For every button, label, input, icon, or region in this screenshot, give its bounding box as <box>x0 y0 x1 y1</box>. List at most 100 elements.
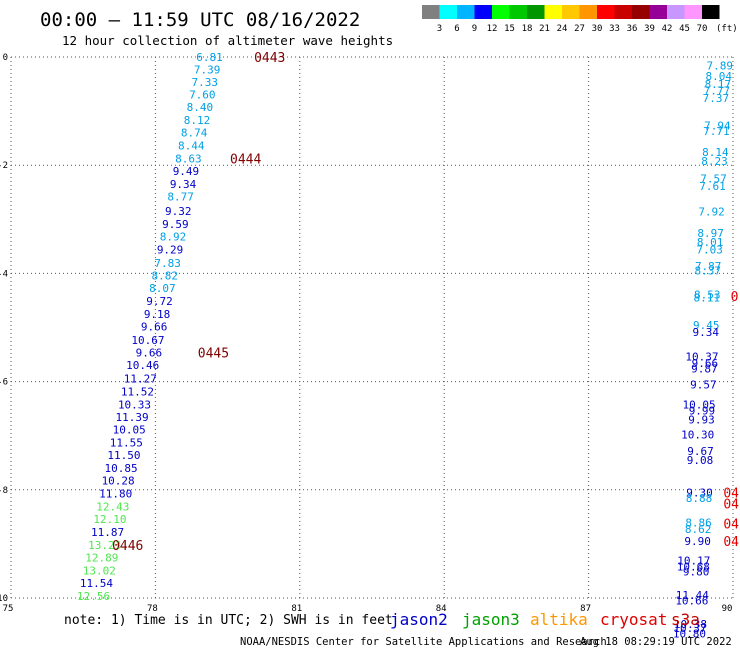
wave-height-value: 9.32 <box>165 205 192 218</box>
wave-height-value: 9.57 <box>690 378 717 391</box>
wave-height-value: 9.08 <box>687 454 714 467</box>
legend-bin-label: 45 <box>679 24 690 34</box>
legend-swatch <box>492 5 510 19</box>
wave-height-value: 10.37 <box>685 351 718 364</box>
y-tick-label: -6 <box>0 378 8 388</box>
wave-height-value: 9.66 <box>136 346 163 359</box>
time-label: 042 <box>723 497 740 512</box>
wave-height-value: 11.44 <box>676 589 709 602</box>
y-tick-label: -10 <box>0 594 8 604</box>
y-tick-label: -2 <box>0 161 8 171</box>
wave-height-value: 8.04 <box>706 70 733 83</box>
wave-height-value: 10.30 <box>681 429 714 442</box>
legend-bin-label: 42 <box>662 24 673 34</box>
wave-height-value: 9.30 <box>686 487 713 500</box>
legend-bin-label: 9 <box>472 24 477 34</box>
axis-ticks: 0 -2 -4 -6 -8 -1075 78 81 84 87 90 <box>0 53 732 614</box>
wave-height-value: 7.71 <box>703 125 730 138</box>
wave-height-value: 8.11 <box>694 292 721 305</box>
wave-height-value: 6.81 <box>196 51 223 64</box>
footer-credit: NOAA/NESDIS Center for Satellite Applica… <box>240 636 607 648</box>
legend-bin-label: 6 <box>454 24 459 34</box>
wave-height-value: 7.33 <box>191 76 218 89</box>
wave-height-value: 10.66 <box>675 595 708 608</box>
time-label: 0420 <box>723 517 740 532</box>
wave-height-value: 7.61 <box>699 180 726 193</box>
color-legend: 3 6 9 12 15 18 21 24 27 30 33 36 39 42 45 70 <box>422 5 720 34</box>
wave-height-value: 8.92 <box>160 231 187 244</box>
wave-height-value: 8.77 <box>167 191 194 204</box>
satellite-name: cryosat <box>600 610 667 629</box>
y-tick-label: 0 <box>3 53 8 63</box>
wave-height-value: 12.43 <box>96 501 129 514</box>
legend-unit: (ft) <box>716 24 738 34</box>
wave-height-value: 11.54 <box>80 577 113 590</box>
wave-height-value: 7.94 <box>704 120 731 133</box>
data-points: 6.817.397.337.608.408.128.748.448.639.49… <box>77 51 733 641</box>
wave-height-value: 8.88 <box>686 492 713 505</box>
wave-height-value: 9.45 <box>693 319 720 332</box>
wave-height-value: 7.83 <box>154 257 181 270</box>
satellite-name: altika <box>530 610 588 629</box>
legend-bin-label: 33 <box>609 24 620 34</box>
legend-swatch <box>614 5 632 19</box>
wave-height-value: 9.90 <box>684 535 711 548</box>
wave-height-value: 8.14 <box>702 146 729 159</box>
wave-height-value: 10.38 <box>674 618 707 631</box>
wave-height-value: 10.68 <box>677 561 710 574</box>
wave-height-value: 12.89 <box>85 551 118 564</box>
legend-swatch <box>439 5 457 19</box>
wave-height-value: 9.18 <box>144 308 171 321</box>
wave-height-value: 11.39 <box>116 411 149 424</box>
time-label: 0443 <box>254 51 285 66</box>
satellite-legend: jason2 jason3 altika cryosat s3a <box>390 610 700 629</box>
wave-height-value: 10.37 <box>673 622 706 635</box>
wave-height-value: 10.05 <box>113 424 146 437</box>
footer-note: note: 1) Time is in UTC; 2) SWH is in fe… <box>64 613 393 628</box>
wave-height-value: 10.85 <box>104 462 137 475</box>
satellite-name: jason3 <box>462 610 520 629</box>
wave-height-value: 9.49 <box>173 165 200 178</box>
legend-swatch <box>457 5 475 19</box>
wave-height-value: 9.67 <box>687 445 714 458</box>
wave-height-value: 8.74 <box>181 127 208 140</box>
legend-bin-label: 70 <box>697 24 708 34</box>
wave-height-value: 8.63 <box>175 153 202 166</box>
wave-height-value: 9.29 <box>157 244 184 257</box>
wave-height-value: 9.99 <box>689 404 716 417</box>
legend-swatch <box>684 5 702 19</box>
wave-height-value: 8.40 <box>187 101 214 114</box>
legend-swatch <box>509 5 527 19</box>
y-tick-label: -8 <box>0 486 8 496</box>
wave-height-value: 11.52 <box>121 385 154 398</box>
satellite-name: jason2 <box>390 610 448 629</box>
wave-height-value: 10.33 <box>118 398 151 411</box>
wave-height-value: 10.28 <box>102 475 135 488</box>
wave-height-value: 9.34 <box>693 326 720 339</box>
x-tick-label: 78 <box>147 604 158 614</box>
wave-height-value: 7.37 <box>703 92 730 105</box>
x-tick-label: 87 <box>580 604 591 614</box>
wave-height-value: 9.66 <box>141 320 168 333</box>
wave-height-value: 12.56 <box>77 590 110 603</box>
wave-height-value: 8.37 <box>694 265 721 278</box>
wave-height-value: 9.66 <box>692 357 719 370</box>
chart-subtitle: 12 hour collection of altimeter wave hei… <box>62 33 393 48</box>
x-tick-label: 84 <box>436 604 447 614</box>
wave-height-value: 8.53 <box>694 288 721 301</box>
legend-bin-label: 24 <box>557 24 568 34</box>
footer-generated: Aug 18 08:29:19 UTC 2022 <box>580 636 732 648</box>
legend-swatch <box>597 5 615 19</box>
wave-height-value: 11.50 <box>107 449 140 462</box>
time-label: 0420 <box>723 535 740 550</box>
wave-height-value: 13.02 <box>83 564 116 577</box>
wave-height-value: 10.05 <box>683 398 716 411</box>
legend-swatch <box>527 5 545 19</box>
wave-height-value: 7.39 <box>194 63 221 76</box>
wave-height-value: 7.87 <box>695 260 722 273</box>
wave-height-value: 8.01 <box>697 236 724 249</box>
plot-grid <box>10 56 734 599</box>
wave-height-value: 11.27 <box>124 372 157 385</box>
